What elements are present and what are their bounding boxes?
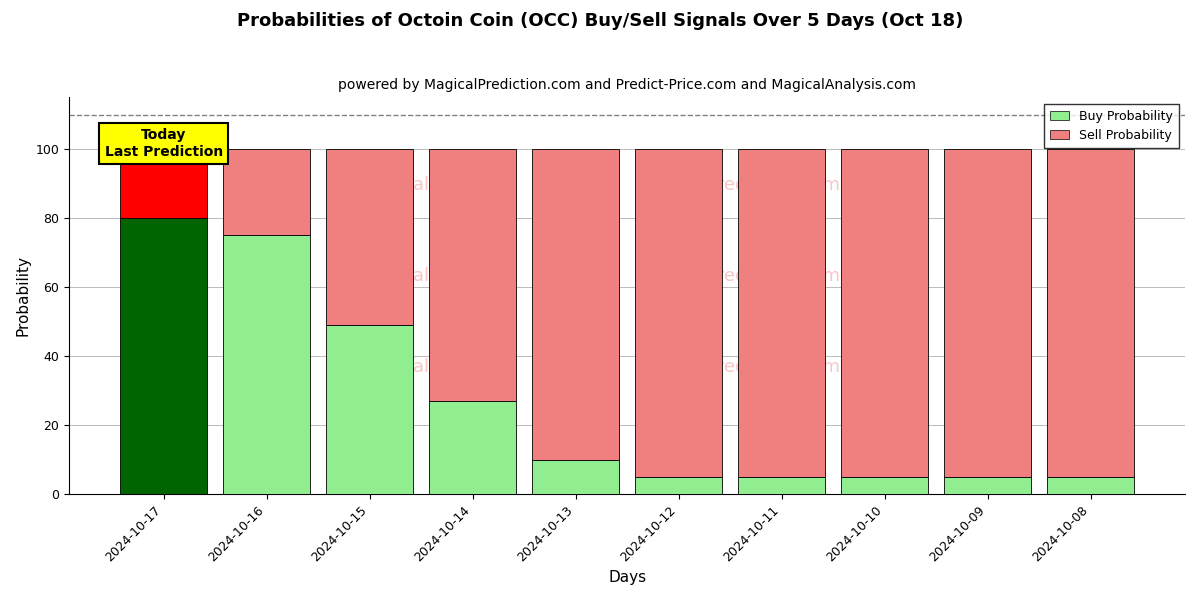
Bar	[326, 325, 413, 494]
Bar	[428, 401, 516, 494]
Text: calAnalysis.co: calAnalysis.co	[362, 267, 490, 285]
Bar	[532, 149, 619, 460]
Text: MagicalPrediction.com: MagicalPrediction.com	[637, 176, 840, 194]
Bar	[428, 149, 516, 401]
Y-axis label: Probability: Probability	[16, 255, 30, 336]
Bar	[1046, 149, 1134, 477]
Text: calAnalysis.co: calAnalysis.co	[362, 176, 490, 194]
Text: MagicalPrediction.com: MagicalPrediction.com	[637, 358, 840, 376]
Bar	[223, 149, 311, 235]
Title: powered by MagicalPrediction.com and Predict-Price.com and MagicalAnalysis.com: powered by MagicalPrediction.com and Pre…	[338, 78, 916, 92]
Bar	[841, 477, 929, 494]
Bar	[120, 149, 208, 218]
Bar	[635, 477, 722, 494]
Text: Today
Last Prediction: Today Last Prediction	[104, 128, 223, 158]
Bar	[120, 218, 208, 494]
Text: calAnalysis.co: calAnalysis.co	[362, 358, 490, 376]
Bar	[326, 149, 413, 325]
Text: MagicalPrediction.com: MagicalPrediction.com	[637, 267, 840, 285]
Bar	[635, 149, 722, 477]
Bar	[841, 149, 929, 477]
Bar	[738, 477, 826, 494]
Bar	[223, 235, 311, 494]
X-axis label: Days: Days	[608, 570, 646, 585]
Bar	[943, 149, 1031, 477]
Text: Probabilities of Octoin Coin (OCC) Buy/Sell Signals Over 5 Days (Oct 18): Probabilities of Octoin Coin (OCC) Buy/S…	[236, 12, 964, 30]
Bar	[1046, 477, 1134, 494]
Bar	[738, 149, 826, 477]
Bar	[943, 477, 1031, 494]
Legend: Buy Probability, Sell Probability: Buy Probability, Sell Probability	[1044, 104, 1178, 148]
Bar	[532, 460, 619, 494]
